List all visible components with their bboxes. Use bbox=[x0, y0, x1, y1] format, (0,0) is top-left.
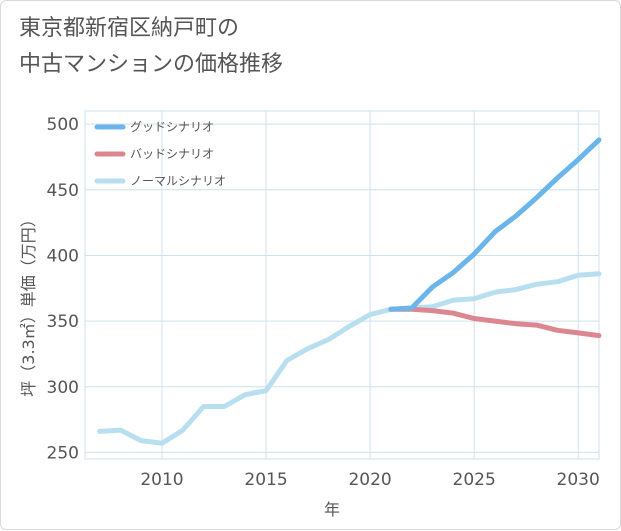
y-tick-label: 300 bbox=[47, 378, 79, 398]
x-tick-label: 2010 bbox=[140, 470, 183, 490]
y-tick-label: 450 bbox=[47, 181, 79, 201]
y-tick-labels: 250 300 350 400 450 500 bbox=[47, 115, 79, 463]
grid-lines bbox=[84, 110, 600, 460]
series-line-good bbox=[388, 137, 602, 312]
series-lines bbox=[97, 137, 602, 446]
series-line-bad bbox=[388, 306, 602, 339]
legend-label: グッドシナリオ bbox=[130, 120, 214, 134]
chart-title-line1: 東京都新宿区納戸町の bbox=[19, 16, 240, 41]
legend-label: ノーマルシナリオ bbox=[130, 174, 226, 188]
x-tick-label: 2020 bbox=[348, 470, 391, 490]
series-line-normal bbox=[97, 271, 602, 446]
y-tick-label: 500 bbox=[47, 115, 79, 135]
y-tick-label: 400 bbox=[47, 246, 79, 266]
chart-title-line2: 中古マンションの価格推移 bbox=[19, 52, 284, 77]
y-tick-label: 250 bbox=[47, 443, 79, 463]
x-tick-label: 2025 bbox=[453, 470, 496, 490]
x-axis-label: 年 bbox=[324, 500, 340, 519]
plot-frame bbox=[84, 110, 600, 460]
x-tick-label: 2030 bbox=[557, 470, 600, 490]
legend-label: バッドシナリオ bbox=[130, 147, 214, 161]
y-tick-label: 350 bbox=[47, 312, 79, 332]
y-axis-label: 坪（3.3㎡）単価（万円） bbox=[19, 211, 38, 396]
x-tick-label: 2015 bbox=[244, 470, 287, 490]
chart-title: 東京都新宿区納戸町の 中古マンションの価格推移 bbox=[19, 11, 283, 83]
x-tick-labels: 2010 2015 2020 2025 2030 bbox=[140, 470, 599, 490]
